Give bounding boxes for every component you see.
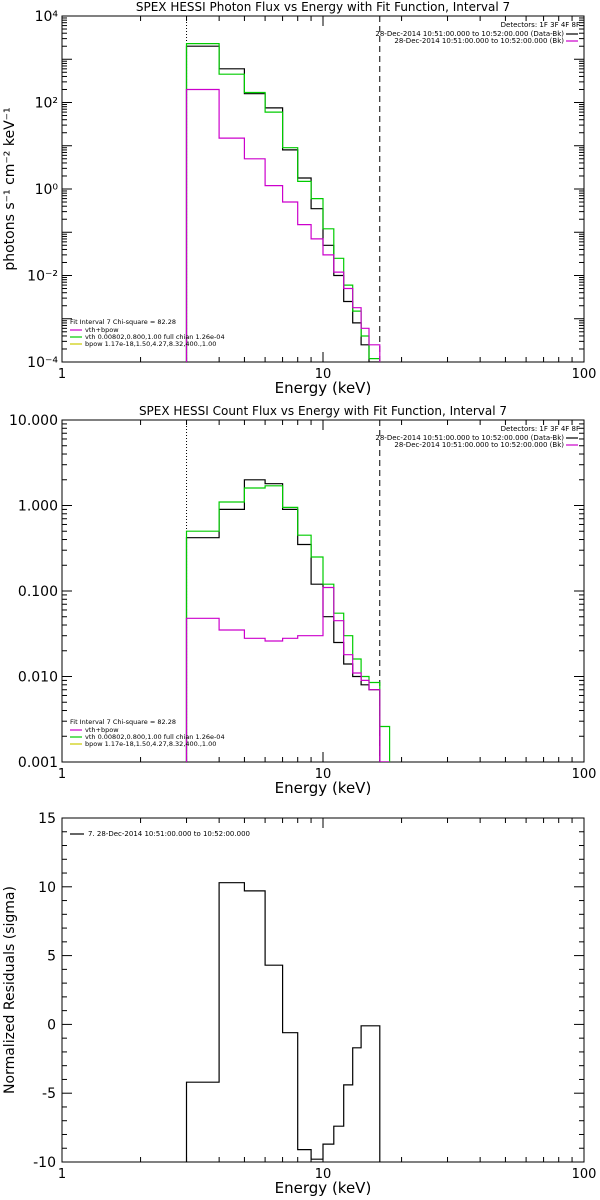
y-axis-label: Normalized Residuals (sigma) bbox=[2, 886, 18, 1094]
x-axis-label: Energy (keV) bbox=[275, 779, 372, 797]
fit-box-item: bpow 1.17e-18,1.50,4.27,8.32,400.,1.00 bbox=[85, 340, 216, 348]
fit-box-item: vth 0.00802,0.800,1.00 full chian 1.26e-… bbox=[85, 733, 225, 741]
fit-box-item: vth 0.00802,0.800,1.00 full chian 1.26e-… bbox=[85, 333, 225, 341]
y-tick-label: 10⁰ bbox=[35, 182, 59, 198]
plot-frame bbox=[61, 817, 585, 1163]
series-data-bk bbox=[185, 479, 390, 762]
legend-entry: 28-Dec-2014 10:51:00.000 to 10:52:00.000… bbox=[394, 441, 564, 449]
y-tick-label: 10⁴ bbox=[35, 9, 59, 25]
fit-box-item: vth+bpow bbox=[85, 726, 119, 734]
detectors-label: Detectors: 1F 3F 4F 8F bbox=[501, 425, 580, 433]
x-tick-label: 10 bbox=[315, 367, 332, 382]
chart-title: SPEX HESSI Photon Flux vs Energy with Fi… bbox=[136, 0, 510, 14]
x-tick-label: 1 bbox=[58, 1167, 66, 1182]
legend-entry: 28-Dec-2014 10:51:00.000 to 10:52:00.000… bbox=[394, 37, 564, 45]
series-data-bk bbox=[185, 45, 380, 362]
series-bk bbox=[185, 586, 390, 762]
legend-entry: 28-Dec-2014 10:51:00.000 to 10:52:00.000… bbox=[375, 30, 564, 38]
y-tick-label: 10² bbox=[35, 96, 58, 112]
series-7-28-dec-2014-10-51-00-000-to-10-52-00-000 bbox=[185, 882, 381, 1162]
x-axis-label: Energy (keV) bbox=[275, 1179, 372, 1197]
y-tick-label: 5 bbox=[47, 949, 56, 965]
y-axis-label: photons s⁻¹ cm⁻² keV⁻¹ bbox=[2, 107, 18, 270]
fit-box-item: bpow 1.17e-18,1.50,4.27,8.32,400.,1.00 bbox=[85, 740, 216, 748]
fit-box-header: Fit Interval 7 Chi-square = 82.28 bbox=[70, 318, 176, 326]
x-tick-label: 100 bbox=[572, 367, 597, 382]
fit-box-item: vth+bpow bbox=[85, 326, 119, 334]
y-tick-label: 0.001 bbox=[18, 755, 58, 771]
y-tick-label: 1.000 bbox=[18, 499, 58, 515]
y-tick-label: 0.100 bbox=[18, 584, 58, 600]
detectors-label: Detectors: 1F 3F 4F 8F bbox=[501, 21, 580, 29]
y-tick-label: 10 bbox=[38, 880, 56, 896]
y-tick-label: 0 bbox=[47, 1017, 56, 1033]
fit-box-header: Fit Interval 7 Chi-square = 82.28 bbox=[70, 718, 176, 726]
x-axis-label: Energy (keV) bbox=[275, 379, 372, 397]
series-vth-bpow bbox=[185, 485, 391, 762]
y-tick-label: -5 bbox=[42, 1086, 56, 1102]
series-vth-bpow bbox=[185, 43, 381, 362]
x-tick-label: 10 bbox=[315, 1167, 332, 1182]
x-tick-label: 1 bbox=[58, 367, 66, 382]
legend-entry: 28-Dec-2014 10:51:00.000 to 10:52:00.000… bbox=[375, 434, 564, 442]
y-tick-label: 15 bbox=[38, 811, 56, 827]
y-tick-label: -10 bbox=[33, 1155, 56, 1171]
x-tick-label: 100 bbox=[572, 1167, 597, 1182]
x-tick-label: 1 bbox=[58, 767, 66, 782]
chart-title: SPEX HESSI Count Flux vs Energy with Fit… bbox=[139, 404, 507, 418]
y-tick-label: 10.000 bbox=[9, 413, 58, 429]
y-tick-label: 10⁻² bbox=[27, 269, 58, 285]
x-tick-label: 10 bbox=[315, 767, 332, 782]
x-tick-label: 100 bbox=[572, 767, 597, 782]
series-bk bbox=[185, 88, 381, 362]
legend-entry: 7. 28-Dec-2014 10:51:00.000 to 10:52:00.… bbox=[88, 830, 250, 838]
y-tick-label: 0.010 bbox=[18, 670, 58, 686]
plot-frame bbox=[61, 15, 585, 363]
y-tick-label: 10⁻⁴ bbox=[27, 355, 58, 371]
